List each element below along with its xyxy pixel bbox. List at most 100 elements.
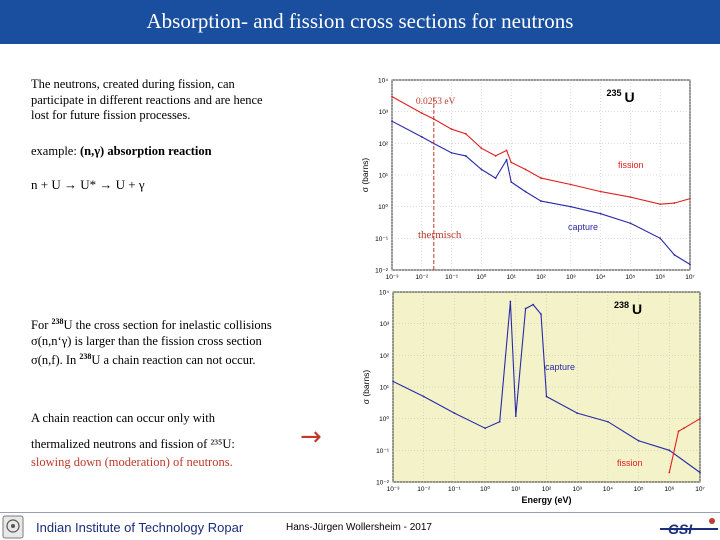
- data-point-capture: [699, 471, 701, 474]
- isotope-symbol-label: U: [625, 89, 635, 105]
- data-point-capture: [392, 380, 394, 383]
- data-point-capture: [599, 212, 602, 215]
- thermal-text: thermalized neutrons and fission of ²³⁵U…: [31, 437, 235, 451]
- data-point-fission: [683, 427, 685, 430]
- u238-paragraph: For 238U the cross section for inelastic…: [31, 314, 286, 369]
- data-point-fission: [689, 197, 691, 200]
- x-tick-label: 10³: [566, 274, 576, 281]
- data-point-capture: [450, 151, 453, 154]
- data-point-capture: [480, 168, 483, 171]
- u238-text-c: U a chain reaction can not occur.: [91, 353, 256, 368]
- data-point-capture: [689, 263, 691, 266]
- isotope-symbol-label: U: [632, 301, 642, 317]
- data-point-capture: [576, 412, 579, 414]
- data-point-fission: [668, 471, 671, 474]
- data-point-capture: [484, 427, 486, 430]
- data-point-fission: [599, 190, 602, 193]
- x-axis-label: Energy (eV): [521, 495, 571, 505]
- data-point-fission: [505, 149, 508, 152]
- data-point-capture: [453, 412, 456, 414]
- data-point-fission: [494, 155, 497, 157]
- data-point-fission: [569, 183, 572, 186]
- chain-text: A chain reaction can occur only with: [31, 411, 215, 425]
- data-point-capture: [420, 135, 423, 138]
- series-line-fission: [668, 418, 701, 473]
- data-point-capture: [494, 177, 497, 179]
- data-point-fission: [540, 177, 542, 179]
- example-prefix: example:: [31, 144, 80, 158]
- x-tick-label: 10⁴: [603, 486, 613, 493]
- footer-author: Hans-Jürgen Wollersheim - 2017: [286, 522, 432, 533]
- x-tick-label: 10³: [572, 486, 582, 493]
- data-point-fission: [391, 95, 393, 98]
- data-point-capture: [509, 300, 512, 303]
- data-point-capture: [668, 449, 671, 452]
- data-point-capture: [510, 181, 513, 183]
- data-point-fission: [677, 430, 680, 433]
- data-point-capture: [514, 415, 517, 418]
- u238-sup-1: 238: [51, 317, 64, 326]
- x-tick-label: 10²: [542, 486, 552, 493]
- x-tick-label: 10¹: [506, 274, 516, 281]
- y-axis-label: σ (barns): [360, 158, 370, 193]
- data-point-capture: [464, 155, 467, 157]
- series-line-capture: [392, 301, 701, 473]
- data-point-capture: [532, 303, 535, 306]
- gsi-logo-text: GSI: [668, 521, 693, 537]
- data-point-fission: [464, 132, 467, 135]
- plot-area: [391, 79, 691, 271]
- data-point-capture: [673, 253, 676, 256]
- data-point-capture: [505, 158, 508, 161]
- y-tick-label: 10⁻¹: [375, 236, 389, 243]
- data-point-capture: [540, 313, 542, 316]
- marker-label: 0.0253 eV: [416, 97, 456, 107]
- y-tick-label: 10⁴: [379, 290, 389, 297]
- data-point-capture: [569, 205, 572, 208]
- x-tick-label: 10⁻¹: [448, 486, 462, 493]
- y-tick-label: 10⁻²: [375, 268, 389, 275]
- intro-text: The neutrons, created during fission, ca…: [31, 77, 263, 122]
- title-bar: Absorption- and fission cross sections f…: [0, 0, 720, 44]
- gsi-logo-icon: GSI: [660, 518, 718, 537]
- y-tick-label: 10³: [380, 321, 390, 328]
- data-point-fission: [659, 203, 662, 206]
- data-point-capture: [498, 420, 501, 423]
- series-label-fission: fission: [618, 160, 644, 170]
- data-point-fission: [699, 417, 701, 420]
- data-point-capture: [607, 420, 609, 423]
- x-tick-label: 10⁶: [655, 274, 665, 281]
- data-point-capture: [637, 439, 640, 442]
- footer-institute: Indian Institute of Technology Ropar: [36, 520, 244, 535]
- y-axis-label: σ (barns): [361, 370, 371, 405]
- y-tick-label: 10⁻²: [376, 480, 390, 487]
- x-tick-label: 10⁻²: [417, 486, 431, 493]
- u238-text-a: For: [31, 318, 52, 333]
- y-tick-label: 10⁰: [378, 203, 388, 211]
- institute-logo-icon: [2, 515, 24, 539]
- u238-cross-section-chart: 10⁻³ 10⁻² 10⁻¹ 10⁰ 10¹ 10² 10³ 10⁴ 10⁵ 10⁶ 10⁷10⁴1…: [361, 290, 705, 506]
- y-tick-label: 10⁰: [379, 415, 389, 423]
- example-line: example: (n,γ) absorption reaction: [31, 144, 212, 160]
- x-tick-label: 10²: [536, 274, 546, 281]
- series-label-capture: capture: [568, 222, 598, 232]
- x-tick-label: 10⁻³: [387, 486, 401, 493]
- series-label-fission: fission: [617, 458, 643, 468]
- series-label-capture: capture: [545, 362, 575, 372]
- data-point-fission: [510, 161, 513, 164]
- x-tick-label: 10⁻¹: [445, 274, 459, 281]
- data-point-capture: [391, 120, 393, 123]
- x-tick-label: 10⁵: [634, 486, 644, 493]
- data-point-fission: [673, 202, 676, 204]
- right-arrow-icon: →: [300, 422, 322, 452]
- example-bold: (n,γ) absorption reaction: [79, 144, 212, 158]
- data-point-fission: [420, 112, 423, 115]
- x-tick-label: 10⁴: [596, 274, 606, 281]
- data-point-capture: [422, 395, 425, 398]
- y-tick-label: 10³: [379, 109, 389, 116]
- x-tick-label: 10¹: [511, 486, 521, 493]
- reaction-equation: n + U → U* → U + γ: [31, 177, 145, 192]
- data-point-fission: [524, 168, 527, 171]
- data-point-capture: [524, 307, 527, 310]
- y-tick-label: 10⁻¹: [376, 448, 390, 455]
- x-tick-label: 10⁻³: [386, 274, 400, 281]
